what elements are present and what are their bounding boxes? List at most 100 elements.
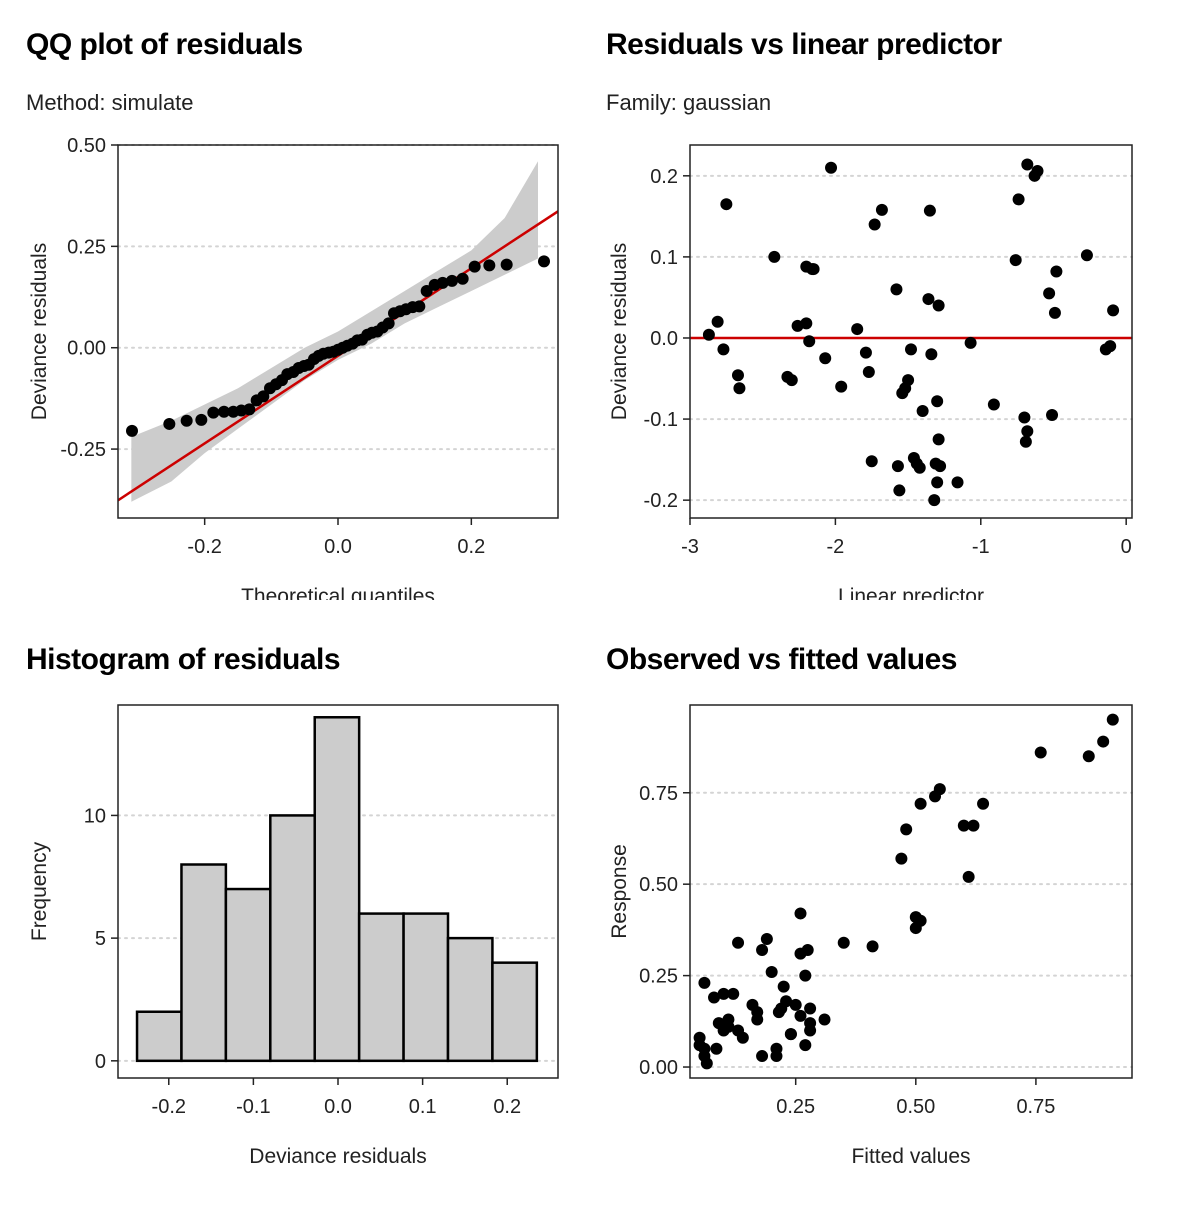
data-point bbox=[382, 317, 395, 330]
hist-panel: -0.2 -0.1 0.0 0.1 0.2 0 5 10 Deviance residuals F… bbox=[0, 615, 600, 1215]
x-axis-label: Theoretical quantiles bbox=[241, 585, 435, 600]
qq-subtitle: Method: simulate bbox=[26, 90, 194, 115]
y-tick-label: 0 bbox=[95, 1051, 106, 1073]
qq-title: QQ plot of residuals bbox=[26, 28, 303, 61]
data-point bbox=[1097, 735, 1110, 748]
plot-frame bbox=[689, 144, 1133, 519]
data-point bbox=[868, 218, 881, 231]
data-point bbox=[851, 323, 864, 336]
data-point bbox=[770, 1050, 783, 1063]
x-axis-label: Deviance residuals bbox=[249, 1145, 426, 1168]
data-point bbox=[794, 1009, 807, 1022]
y-tick-label: 0.25 bbox=[67, 236, 106, 258]
y-tick-label: 10 bbox=[84, 805, 106, 827]
data-point bbox=[794, 907, 807, 920]
data-point bbox=[700, 1057, 713, 1070]
data-point bbox=[977, 797, 990, 810]
x-tick-label: -3 bbox=[681, 536, 699, 558]
plot-area bbox=[118, 161, 558, 502]
obs-fitted-plot-svg: 0.25 0.50 0.75 0.00 0.25 0.50 0.75 Fitted value… bbox=[608, 704, 1133, 1168]
data-point bbox=[951, 476, 964, 489]
data-point bbox=[902, 374, 915, 387]
histogram-bar bbox=[224, 887, 272, 1063]
data-point bbox=[804, 1024, 817, 1037]
y-tick-label: 0.0 bbox=[650, 328, 678, 350]
data-point bbox=[925, 348, 938, 361]
data-point bbox=[967, 819, 980, 832]
data-point bbox=[500, 258, 513, 271]
data-point bbox=[1043, 287, 1056, 300]
data-point bbox=[807, 263, 820, 276]
data-point bbox=[890, 283, 903, 296]
data-point bbox=[893, 484, 906, 497]
data-point bbox=[126, 424, 138, 437]
histogram-bar bbox=[402, 912, 450, 1063]
y-tick-label: -0.1 bbox=[644, 409, 678, 431]
data-point bbox=[923, 204, 936, 217]
y-tick-label: 0.00 bbox=[639, 1057, 678, 1079]
data-point bbox=[446, 274, 458, 287]
histogram-bar bbox=[491, 961, 539, 1063]
y-tick-label: 0.2 bbox=[650, 166, 678, 188]
data-point bbox=[825, 161, 838, 174]
data-point bbox=[1021, 158, 1034, 171]
data-point bbox=[914, 797, 927, 810]
resid-linpred-plot-svg: -3 -2 -1 0 -0.2 -0.1 0.0 0.1 0.2 Linear predictor… bbox=[608, 144, 1133, 600]
hist-title: Histogram of residuals bbox=[26, 643, 341, 676]
plot-area bbox=[693, 713, 1119, 1070]
x-tick-label: 0.50 bbox=[896, 1096, 935, 1118]
data-point bbox=[436, 276, 449, 289]
data-point bbox=[785, 374, 798, 387]
data-point bbox=[934, 460, 947, 473]
resid-linpred-title: Residuals vs linear predictor bbox=[606, 28, 1002, 61]
data-point bbox=[1046, 409, 1059, 422]
x-tick-label: 0.0 bbox=[324, 1096, 352, 1118]
x-tick-label: 0.1 bbox=[409, 1096, 437, 1118]
y-axis-label: Response bbox=[608, 844, 631, 939]
data-point bbox=[733, 382, 746, 395]
x-tick-label: -2 bbox=[826, 536, 844, 558]
data-point bbox=[914, 914, 927, 927]
y-tick-label: 0.50 bbox=[639, 874, 678, 896]
data-point bbox=[1012, 193, 1025, 206]
data-point bbox=[932, 299, 945, 312]
y-tick-label: 0.50 bbox=[67, 135, 106, 157]
data-point bbox=[905, 343, 917, 356]
data-point bbox=[789, 998, 802, 1011]
obs-fitted-panel: 0.25 0.50 0.75 0.00 0.25 0.50 0.75 Fitted value… bbox=[580, 615, 1180, 1215]
y-tick-label: 0.00 bbox=[67, 338, 106, 360]
data-point bbox=[866, 940, 879, 953]
data-point bbox=[538, 255, 550, 268]
data-point bbox=[804, 1002, 817, 1015]
data-point bbox=[702, 328, 715, 341]
data-point bbox=[732, 936, 745, 949]
data-point bbox=[957, 819, 970, 832]
data-point bbox=[987, 398, 1000, 411]
data-point bbox=[1018, 411, 1031, 424]
data-point bbox=[163, 417, 176, 430]
y-axis-label: Deviance residuals bbox=[28, 243, 51, 420]
data-point bbox=[862, 366, 875, 379]
data-point bbox=[777, 980, 790, 993]
data-point bbox=[768, 250, 781, 263]
x-tick-label: 0.2 bbox=[457, 536, 485, 558]
data-point bbox=[932, 433, 945, 446]
histogram-bar bbox=[180, 863, 228, 1063]
data-point bbox=[916, 404, 929, 417]
x-tick-label: -0.1 bbox=[236, 1096, 270, 1118]
data-point bbox=[708, 991, 721, 1004]
resid-linpred-subtitle: Family: gaussian bbox=[606, 90, 772, 115]
histogram-bar bbox=[135, 1010, 183, 1063]
data-point bbox=[780, 995, 793, 1008]
y-tick-label: 5 bbox=[95, 928, 106, 950]
data-point bbox=[1048, 306, 1061, 319]
data-point bbox=[722, 1020, 735, 1033]
data-point bbox=[1021, 425, 1034, 438]
data-point bbox=[207, 406, 220, 419]
data-point bbox=[243, 403, 256, 416]
resid-linpred-panel: -3 -2 -1 0 -0.2 -0.1 0.0 0.1 0.2 Linear predictor… bbox=[580, 0, 1180, 600]
data-point bbox=[800, 317, 813, 330]
data-point bbox=[928, 494, 941, 507]
data-point bbox=[717, 987, 730, 1000]
data-point bbox=[756, 944, 769, 957]
